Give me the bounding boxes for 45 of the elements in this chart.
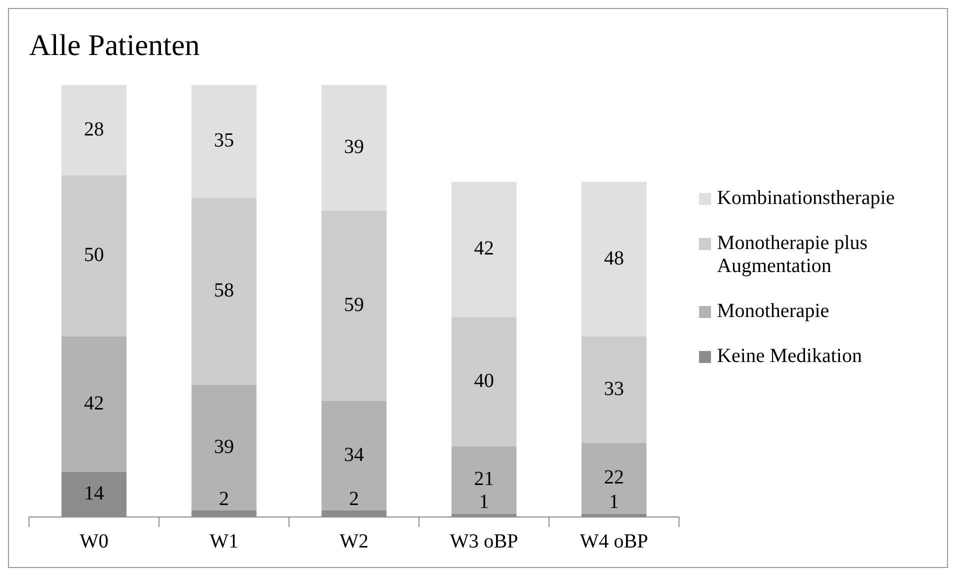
- data-label: 22: [604, 466, 624, 489]
- data-label: 34: [344, 444, 364, 466]
- data-label: 28: [84, 118, 104, 140]
- bar: [62, 336, 126, 472]
- x-tick-label: W0: [80, 530, 108, 552]
- x-tick-label: W1: [210, 530, 238, 552]
- bar: [582, 336, 646, 443]
- chart-title: Alle Patienten: [29, 28, 200, 62]
- bar: [62, 175, 126, 336]
- bar: [452, 446, 516, 514]
- data-label: 42: [84, 392, 104, 414]
- bar: [452, 182, 516, 318]
- data-label: 39: [344, 136, 364, 158]
- data-label: 58: [214, 280, 234, 302]
- data-label: 35: [214, 130, 234, 152]
- data-label: 2: [219, 488, 229, 510]
- bar: [192, 384, 256, 511]
- data-label: 1: [479, 491, 489, 514]
- x-tick-label: W2: [340, 530, 368, 552]
- bar: [582, 182, 646, 336]
- x-tick-label: W3 oBP: [450, 530, 518, 552]
- data-label: 39: [214, 436, 234, 458]
- data-label: 21: [474, 468, 494, 490]
- bar: [192, 198, 256, 385]
- data-label: 48: [604, 247, 624, 270]
- bar: [322, 210, 386, 401]
- bar: [452, 317, 516, 446]
- data-label: 14: [84, 482, 104, 505]
- bar: [192, 85, 256, 198]
- data-label: 1: [609, 491, 619, 514]
- data-label: 50: [84, 244, 104, 266]
- data-label: 59: [344, 294, 364, 316]
- bar: [322, 85, 386, 211]
- data-label: 2: [349, 488, 359, 510]
- data-label: 42: [474, 238, 494, 260]
- data-label: 33: [604, 378, 624, 400]
- legend-label: Kombinationstherapie: [717, 186, 895, 210]
- legend-label: Monotherapie: [717, 300, 830, 322]
- x-tick-label: W4 oBP: [580, 530, 648, 552]
- bar: [322, 400, 386, 511]
- bar: [582, 442, 646, 514]
- bar: [62, 85, 126, 176]
- legend-label: Keine Medikation: [717, 344, 862, 368]
- data-label: 40: [474, 370, 494, 392]
- legend-label: Monotherapie plus Augmentation: [717, 232, 869, 278]
